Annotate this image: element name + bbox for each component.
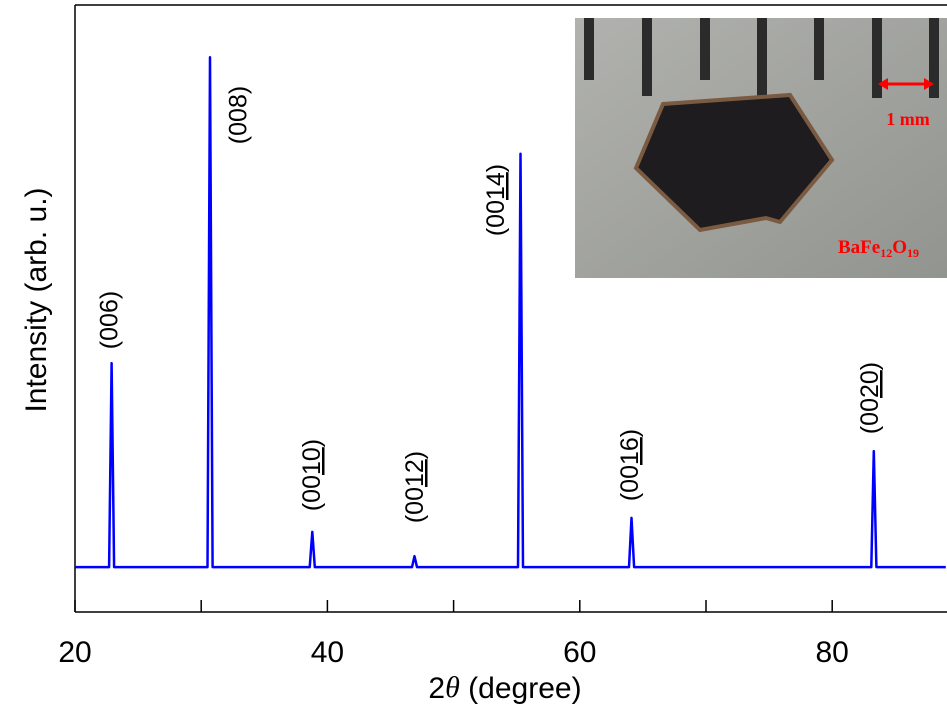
x-tick-label: 40 (311, 636, 344, 669)
peak-label: (0012) (401, 451, 429, 523)
formula: BaFe12O19 (838, 237, 919, 259)
peak-label: (008) (225, 86, 253, 144)
y-axis-label: Intensity (arb. u.) (20, 187, 53, 412)
peak-label: (0016) (616, 429, 644, 501)
chart: 1 mm BaFe12O19 Intensity (arb. u.) 2θ (d… (0, 0, 947, 720)
peak-label: (0010) (298, 439, 326, 511)
scale-label: 1 mm (886, 109, 930, 129)
peak-label: (006) (96, 291, 124, 349)
inset-photo (575, 18, 947, 278)
x-axis-label: 2θ (degree) (428, 671, 581, 705)
x-tick-label: 60 (563, 636, 596, 669)
peak-label: (0014) (482, 164, 510, 236)
peak-label: (0020) (856, 362, 884, 434)
x-tick-label: 80 (816, 636, 849, 669)
x-tick-label: 20 (58, 636, 91, 669)
